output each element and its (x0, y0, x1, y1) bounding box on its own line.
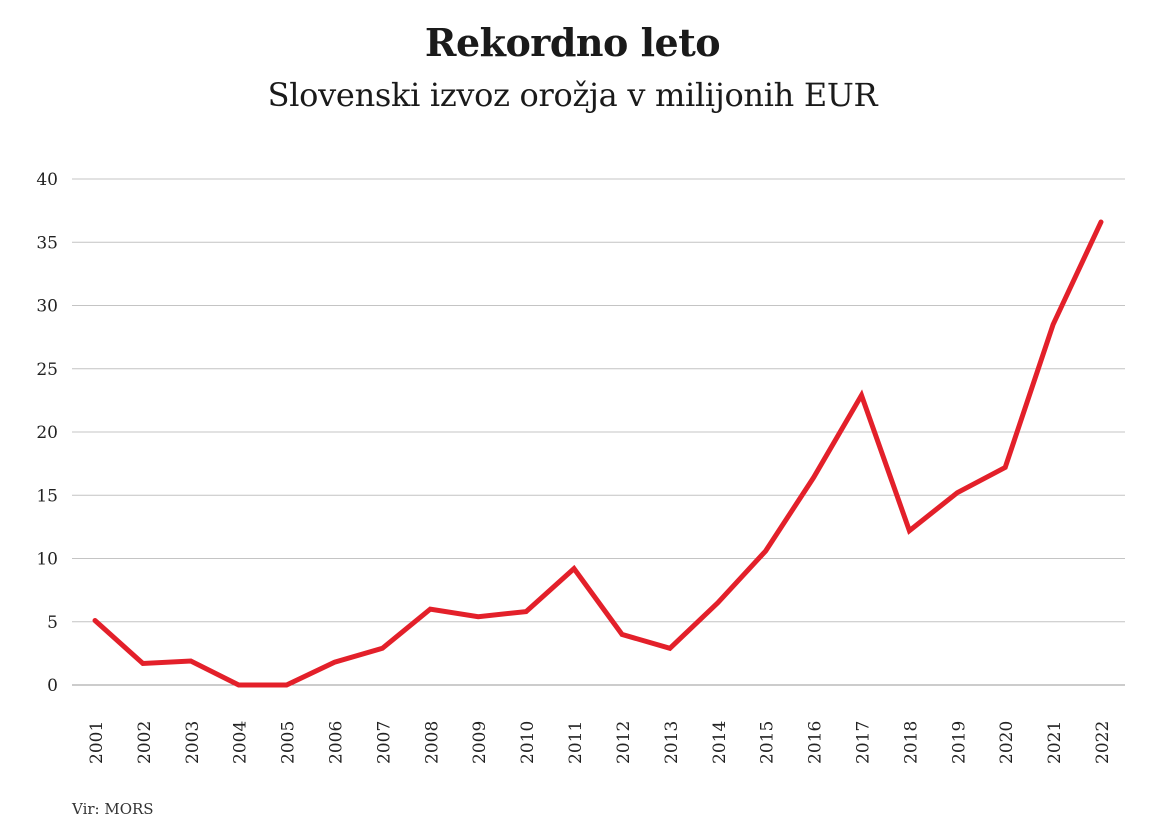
y-tick-label: 35 (36, 233, 58, 253)
x-tick-label: 2014 (710, 721, 730, 764)
x-tick-label: 2003 (183, 721, 203, 764)
x-tick-label: 2008 (422, 721, 442, 764)
x-tick-label: 2006 (327, 721, 347, 764)
y-tick-label: 10 (36, 550, 58, 570)
y-tick-label: 15 (36, 486, 58, 506)
x-tick-label: 2005 (279, 721, 299, 764)
x-tick-label: 2011 (566, 721, 586, 764)
x-tick-label: 2007 (374, 721, 394, 764)
x-tick-label: 2021 (1045, 721, 1065, 764)
y-tick-label: 0 (47, 676, 58, 696)
x-tick-label: 2002 (135, 721, 155, 764)
x-tick-label: 2015 (758, 721, 778, 764)
x-axis-ticks: 2001 2002 2003 2004 2005 2006 2007 2008 2009 2010… (87, 721, 1113, 764)
gridlines (72, 178, 1125, 686)
y-tick-label: 25 (36, 360, 58, 380)
series-layer (92, 219, 1104, 688)
series-line (92, 219, 1104, 688)
chart-title: Rekordno leto (424, 20, 721, 65)
x-tick-label: 2010 (518, 721, 538, 764)
x-tick-label: 2013 (662, 721, 682, 764)
x-tick-label: 2020 (997, 721, 1017, 764)
x-tick-label: 2009 (470, 721, 490, 764)
x-tick-label: 2017 (853, 721, 873, 764)
x-tick-label: 2019 (949, 721, 969, 764)
x-tick-label: 2001 (87, 721, 107, 764)
y-axis-ticks: 0 5 10 15 20 25 30 35 40 (36, 170, 58, 696)
y-tick-label: 30 (36, 297, 58, 317)
x-tick-label: 2022 (1093, 721, 1113, 764)
y-tick-label: 40 (36, 170, 58, 190)
source-note: Vir: MORS (72, 800, 154, 818)
x-tick-label: 2018 (901, 721, 921, 764)
y-tick-label: 20 (36, 423, 58, 443)
chart-subtitle: Slovenski izvoz orožja v milijonih EUR (267, 76, 878, 114)
x-tick-label: 2012 (614, 721, 634, 764)
x-tick-label: 2016 (806, 721, 826, 764)
y-tick-label: 5 (47, 613, 58, 633)
x-tick-label: 2004 (231, 721, 251, 764)
